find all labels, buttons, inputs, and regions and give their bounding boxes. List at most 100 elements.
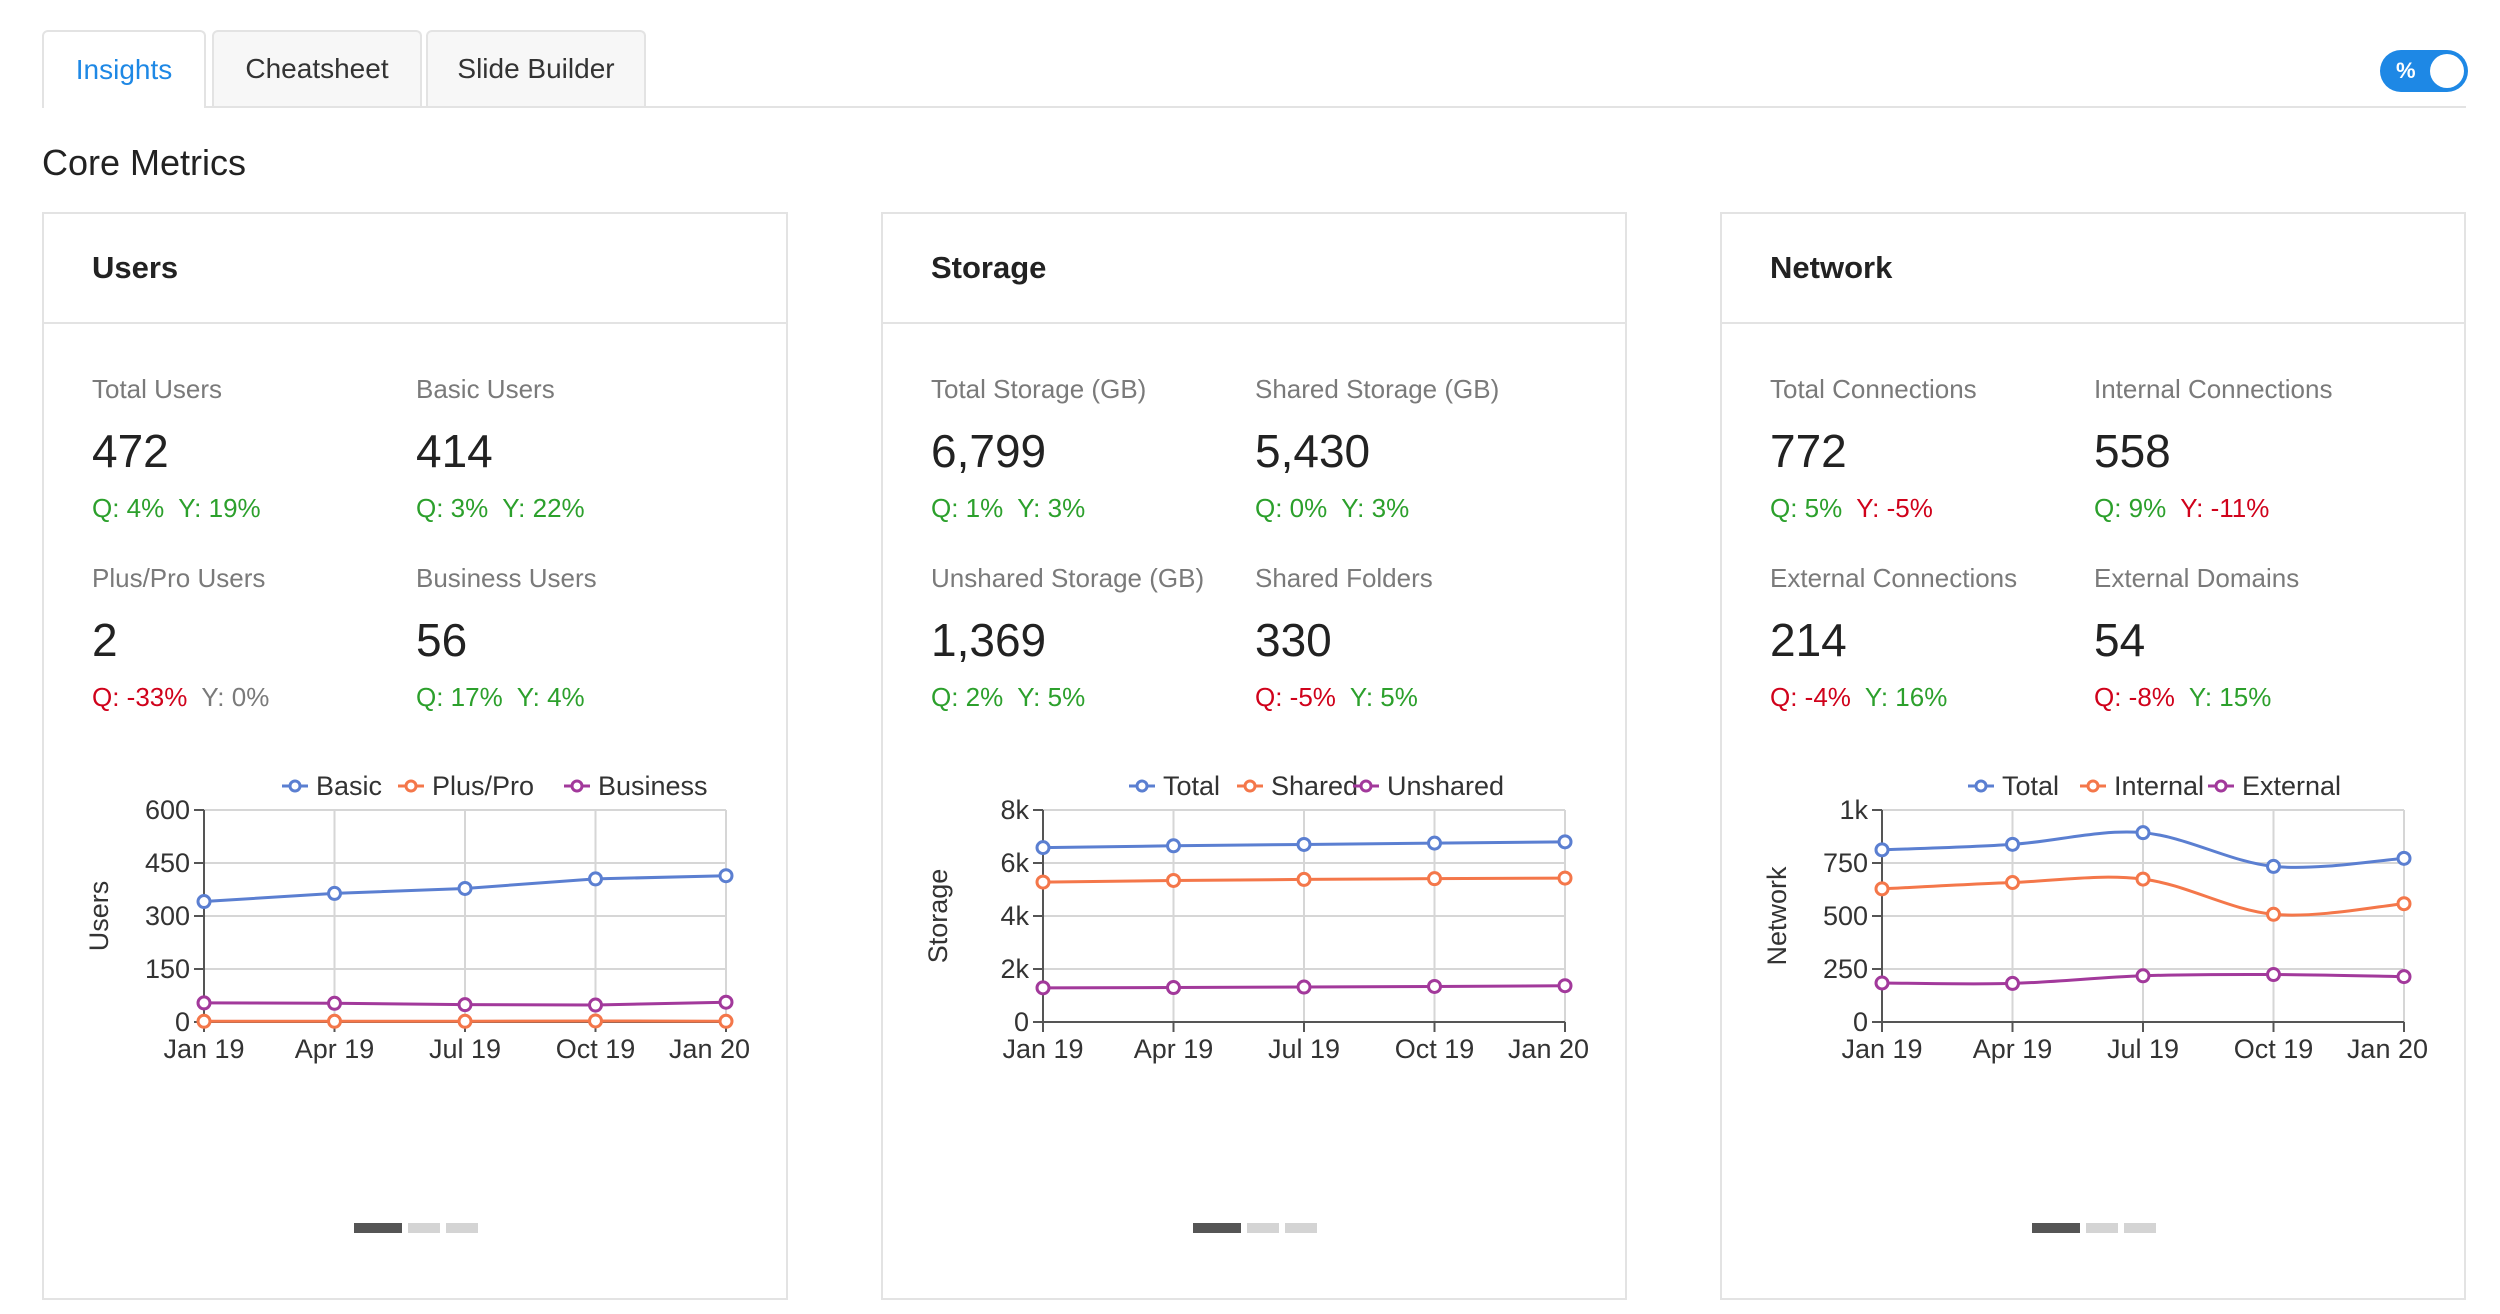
pager-dot-2[interactable] <box>408 1223 440 1233</box>
legend-swatch-marker <box>1243 779 1257 793</box>
x-tick-label: Jan 20 <box>2347 1034 2428 1064</box>
toggle-knob <box>2430 54 2464 88</box>
quarter-change: Q: -5% <box>1255 682 1336 712</box>
x-tick-label: Jan 20 <box>669 1034 750 1064</box>
metric-total-storage: Total Storage (GB) 6,799 Q: 1% Y: 3% <box>931 374 1241 524</box>
x-tick-label: Jan 19 <box>1002 1034 1083 1064</box>
pager-dot-1[interactable] <box>354 1223 402 1233</box>
year-change: Y: 3% <box>1017 493 1086 523</box>
metric-internal-connections: Internal Connections 558 Q: 9% Y: -11% <box>2094 374 2404 524</box>
pager-dot-2[interactable] <box>2086 1223 2118 1233</box>
data-point <box>2266 967 2281 983</box>
quarter-change: Q: 3% <box>416 493 489 523</box>
pager-dot-1[interactable] <box>1193 1223 1241 1233</box>
y-tick-label: 450 <box>145 848 190 878</box>
network-chart: 0 250 500 750 1k Jan 19 Apr 19 Jul 19 Oct 19 Jan … <box>1762 771 2428 1064</box>
pager-dot-3[interactable] <box>1285 1223 1317 1233</box>
pager-dot-1[interactable] <box>2032 1223 2080 1233</box>
data-point <box>1166 838 1181 854</box>
tab-cheatsheet[interactable]: Cheatsheet <box>212 30 422 106</box>
legend-swatch-marker <box>2086 779 2100 793</box>
chart-pager <box>354 1223 480 1233</box>
data-point <box>1427 978 1442 994</box>
quarter-change: Q: -33% <box>92 682 188 712</box>
metric-value: 330 <box>1255 614 1332 666</box>
data-point <box>2135 968 2151 984</box>
metric-value: 558 <box>2094 425 2171 477</box>
legend-label: Business <box>598 771 708 801</box>
network-card: Network Total Connections 772 Q: 5% Y: -5… <box>1720 212 2466 1300</box>
x-tick-label: Apr 19 <box>295 1034 375 1064</box>
year-change: Y: 19% <box>178 493 261 523</box>
chart-pager <box>1193 1223 1319 1233</box>
data-point <box>327 1013 342 1029</box>
y-tick-label: 6k <box>1000 848 1029 878</box>
data-point <box>1427 871 1442 887</box>
legend-swatch-marker <box>570 779 584 793</box>
data-point <box>2396 969 2412 985</box>
tab-slide-builder[interactable]: Slide Builder <box>426 30 646 106</box>
metric-value: 772 <box>1770 425 1847 477</box>
metric-value: 472 <box>92 425 169 477</box>
data-point <box>1166 872 1181 888</box>
storage-chart: 0 2k 4k 6k 8k Jan 19 Apr 19 Jul 19 Oct 19 Jan 20 S… <box>923 771 1589 1064</box>
x-tick-label: Jan 19 <box>1841 1034 1922 1064</box>
data-point <box>588 997 603 1013</box>
metric-value: 6,799 <box>931 425 1047 477</box>
percent-toggle-label: % <box>2396 58 2416 83</box>
y-tick-label: 0 <box>1014 1007 1029 1037</box>
year-change: Y: -11% <box>2180 493 2270 523</box>
y-axis-label: Storage <box>923 869 953 964</box>
data-point <box>718 868 734 884</box>
data-point <box>196 894 212 910</box>
metric-label: Basic Users <box>416 374 555 404</box>
y-tick-label: 750 <box>1823 848 1868 878</box>
data-point <box>457 997 473 1013</box>
year-change: Y: 22% <box>502 493 585 523</box>
data-point <box>1296 871 1312 887</box>
metric-label: Total Users <box>92 374 223 404</box>
legend-label: Shared <box>1271 771 1358 801</box>
data-point <box>2396 896 2412 912</box>
x-tick-label: Apr 19 <box>1973 1034 2053 1064</box>
metric-label: Unshared Storage (GB) <box>931 563 1205 593</box>
data-point <box>2266 906 2281 922</box>
data-point <box>196 1013 212 1029</box>
metric-basic-users: Basic Users 414 Q: 3% Y: 22% <box>416 374 726 524</box>
pager-dot-3[interactable] <box>446 1223 478 1233</box>
pager-dot-2[interactable] <box>1247 1223 1279 1233</box>
x-tick-label: Oct 19 <box>2234 1034 2314 1064</box>
tab-insights[interactable]: Insights <box>42 30 206 108</box>
data-point <box>2266 858 2281 874</box>
y-tick-label: 1k <box>1839 795 1868 825</box>
data-point <box>457 1013 473 1029</box>
legend-label: Unshared <box>1387 771 1504 801</box>
data-point <box>718 1013 734 1029</box>
metric-value: 1,369 <box>931 614 1047 666</box>
quarter-change: Q: 2% <box>931 682 1004 712</box>
x-tick-label: Jan 19 <box>163 1034 244 1064</box>
quarter-change: Q: 9% <box>2094 493 2167 523</box>
data-point <box>1166 980 1181 996</box>
data-point <box>718 994 734 1010</box>
data-point <box>1557 834 1573 850</box>
card-title: Network <box>1722 214 2464 324</box>
pager-dot-3[interactable] <box>2124 1223 2156 1233</box>
quarter-change: Q: 5% <box>1770 493 1843 523</box>
data-point <box>2005 875 2020 891</box>
legend-label: Internal <box>2114 771 2204 801</box>
metric-business-users: Business Users 56 Q: 17% Y: 4% <box>416 563 726 713</box>
quarter-change: Q: -4% <box>1770 682 1851 712</box>
metric-value: 2 <box>92 614 118 666</box>
data-point <box>1557 870 1573 886</box>
y-tick-label: 250 <box>1823 954 1868 984</box>
year-change: Y: -5% <box>1856 493 1933 523</box>
percent-toggle[interactable]: % <box>2380 50 2468 92</box>
legend-swatch-marker <box>404 779 418 793</box>
y-axis-label: Network <box>1762 866 1792 966</box>
y-tick-label: 0 <box>175 1007 190 1037</box>
chart-pager <box>2032 1223 2158 1233</box>
card-title: Storage <box>883 214 1625 324</box>
data-point <box>2135 871 2151 887</box>
tab-bar: Insights Cheatsheet Slide Builder <box>42 30 2466 108</box>
